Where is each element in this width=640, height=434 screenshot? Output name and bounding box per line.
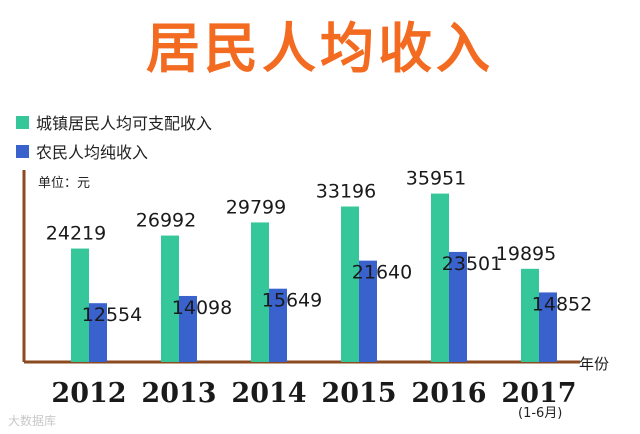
data-label-rural-2016: 23501	[442, 253, 502, 275]
bar-urban-2015	[341, 206, 359, 362]
x-tick-label-2013: 2013	[141, 378, 216, 409]
x-tick-label-2014: 2014	[231, 378, 306, 409]
data-label-urban-2015: 33196	[316, 181, 376, 203]
data-label-urban-2017: 19895	[496, 243, 556, 265]
legend-label-urban: 城镇居民人均可支配收入	[36, 114, 213, 133]
x-tick-label-2012: 2012	[51, 378, 126, 409]
bar-rural-2014	[269, 288, 287, 362]
data-label-urban-2014: 29799	[226, 196, 286, 218]
legend-label-rural: 农民人均纯收入	[36, 143, 149, 162]
bar-urban-2013	[161, 235, 179, 362]
unit-label: 单位：元	[38, 176, 91, 191]
data-label-rural-2015: 21640	[352, 262, 412, 284]
legend-swatch-urban	[16, 115, 29, 129]
bar-urban-2014	[251, 222, 269, 362]
legend-swatch-rural	[16, 144, 29, 158]
category-note-2017: (1-6月)	[518, 406, 563, 421]
bar-urban-2017	[521, 268, 539, 362]
data-label-rural-2017: 14852	[532, 293, 592, 315]
bar-rural-2013	[179, 295, 197, 362]
bar-rural-2016	[449, 251, 467, 362]
bar-rural-2015	[359, 260, 377, 362]
data-label-rural-2012: 12554	[82, 304, 142, 326]
bar-rural-2017	[539, 292, 557, 362]
data-label-urban-2013: 26992	[136, 210, 196, 232]
bar-urban-2012	[71, 248, 89, 362]
x-tick-label-2016: 2016	[411, 378, 486, 409]
legend-item-urban: 城镇居民人均可支配收入	[16, 111, 212, 133]
x-tick-label-2015: 2015	[321, 378, 396, 409]
data-label-rural-2014: 15649	[262, 290, 322, 312]
x-tick-label-2017: 2017	[501, 378, 576, 409]
chart-title: 居民人均收入	[146, 17, 494, 80]
watermark: 大数据库	[8, 414, 57, 428]
data-label-urban-2016: 35951	[406, 168, 466, 190]
bar-rural-2012	[89, 303, 107, 362]
x-axis-label: 年份	[579, 355, 609, 373]
data-label-urban-2012: 24219	[46, 223, 106, 245]
bar-urban-2016	[431, 193, 449, 362]
legend-item-rural: 农民人均纯收入	[16, 140, 148, 162]
data-label-rural-2013: 14098	[172, 297, 232, 319]
